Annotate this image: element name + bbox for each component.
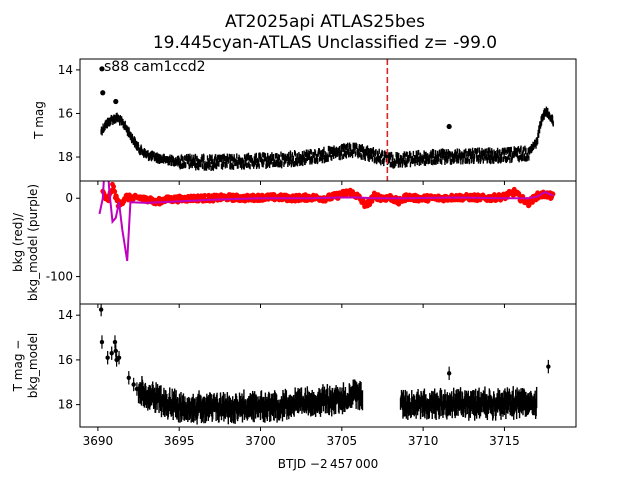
sparse-point [98,307,104,312]
bkg-point [111,184,116,189]
x-tick-label: 3705 [327,434,358,448]
sparse-point [126,375,131,380]
data-points [98,304,551,425]
sparse-point [546,364,551,369]
y-axis-label-line: bkg_model [26,333,40,399]
x-tick-label: 3695 [164,434,195,448]
sparse-point [131,382,136,387]
y-axis-label-line: bkg (red)/ [11,212,25,272]
panel-bottom-corrected-magnitude: 14 16 18 T mag −bkg_model 3690 3695 3700 3705 37… [11,303,577,448]
y-axis-label: T mag [32,101,46,140]
bkg-point [530,200,535,205]
sparse-point [99,339,105,345]
data-points [99,66,554,171]
x-tick-label: 3710 [408,434,439,448]
sparse-point [109,351,114,356]
sparse-point [446,371,452,376]
sparse-point [116,355,122,360]
x-axis-label: BTJD −2 457 000 [278,457,378,471]
y-tick-label: 16 [58,353,73,367]
panel-annotation: s88 cam1ccd2 [104,59,206,75]
sparse-point [134,386,140,392]
x-tick-label: 3700 [245,434,276,448]
y-axis-label-line: bkg_model (purple) [26,184,40,301]
y-tick-label: 16 [58,106,73,120]
y-tick-label: 18 [58,398,73,412]
bkg-point [112,189,118,194]
bkg-point [202,193,208,198]
outlier-point [99,66,105,72]
axes-frame [79,303,577,428]
series-layer [98,181,556,262]
y-tick-label: 14 [58,63,73,77]
y-axis-label-line: T mag − [11,340,25,393]
sparse-point [113,348,118,354]
y-axis-label: bkg (red)/bkg_model (purple) [11,184,40,301]
x-tick-label: 3715 [489,434,520,448]
outlier-point [446,123,452,130]
x-tick-label: 3690 [83,434,114,448]
y-tick-label: 0 [65,191,73,205]
outlier-point [100,90,106,96]
y-tick-label: 18 [58,150,73,164]
outlier-point [113,98,119,105]
panel-middle-background: 0 -100 bkg (red)/bkg_model (purple) [11,180,577,308]
bkg-model-line [98,181,554,262]
figure-title-line2: 19.445cyan-ATLAS Unclassified z= -99.0 [153,33,497,53]
y-axis-label-line: T mag [32,101,46,140]
panel-top-magnitude: s88 cam1ccd2 14 16 18 T mag [32,58,577,185]
figure-title-line1: AT2025api ATLAS25bes [225,12,425,32]
y-tick-label: -100 [46,270,73,284]
y-axis-label: T mag −bkg_model [11,333,40,399]
sparse-point [105,355,110,360]
sparse-point [112,339,118,345]
y-tick-label: 14 [58,308,73,322]
